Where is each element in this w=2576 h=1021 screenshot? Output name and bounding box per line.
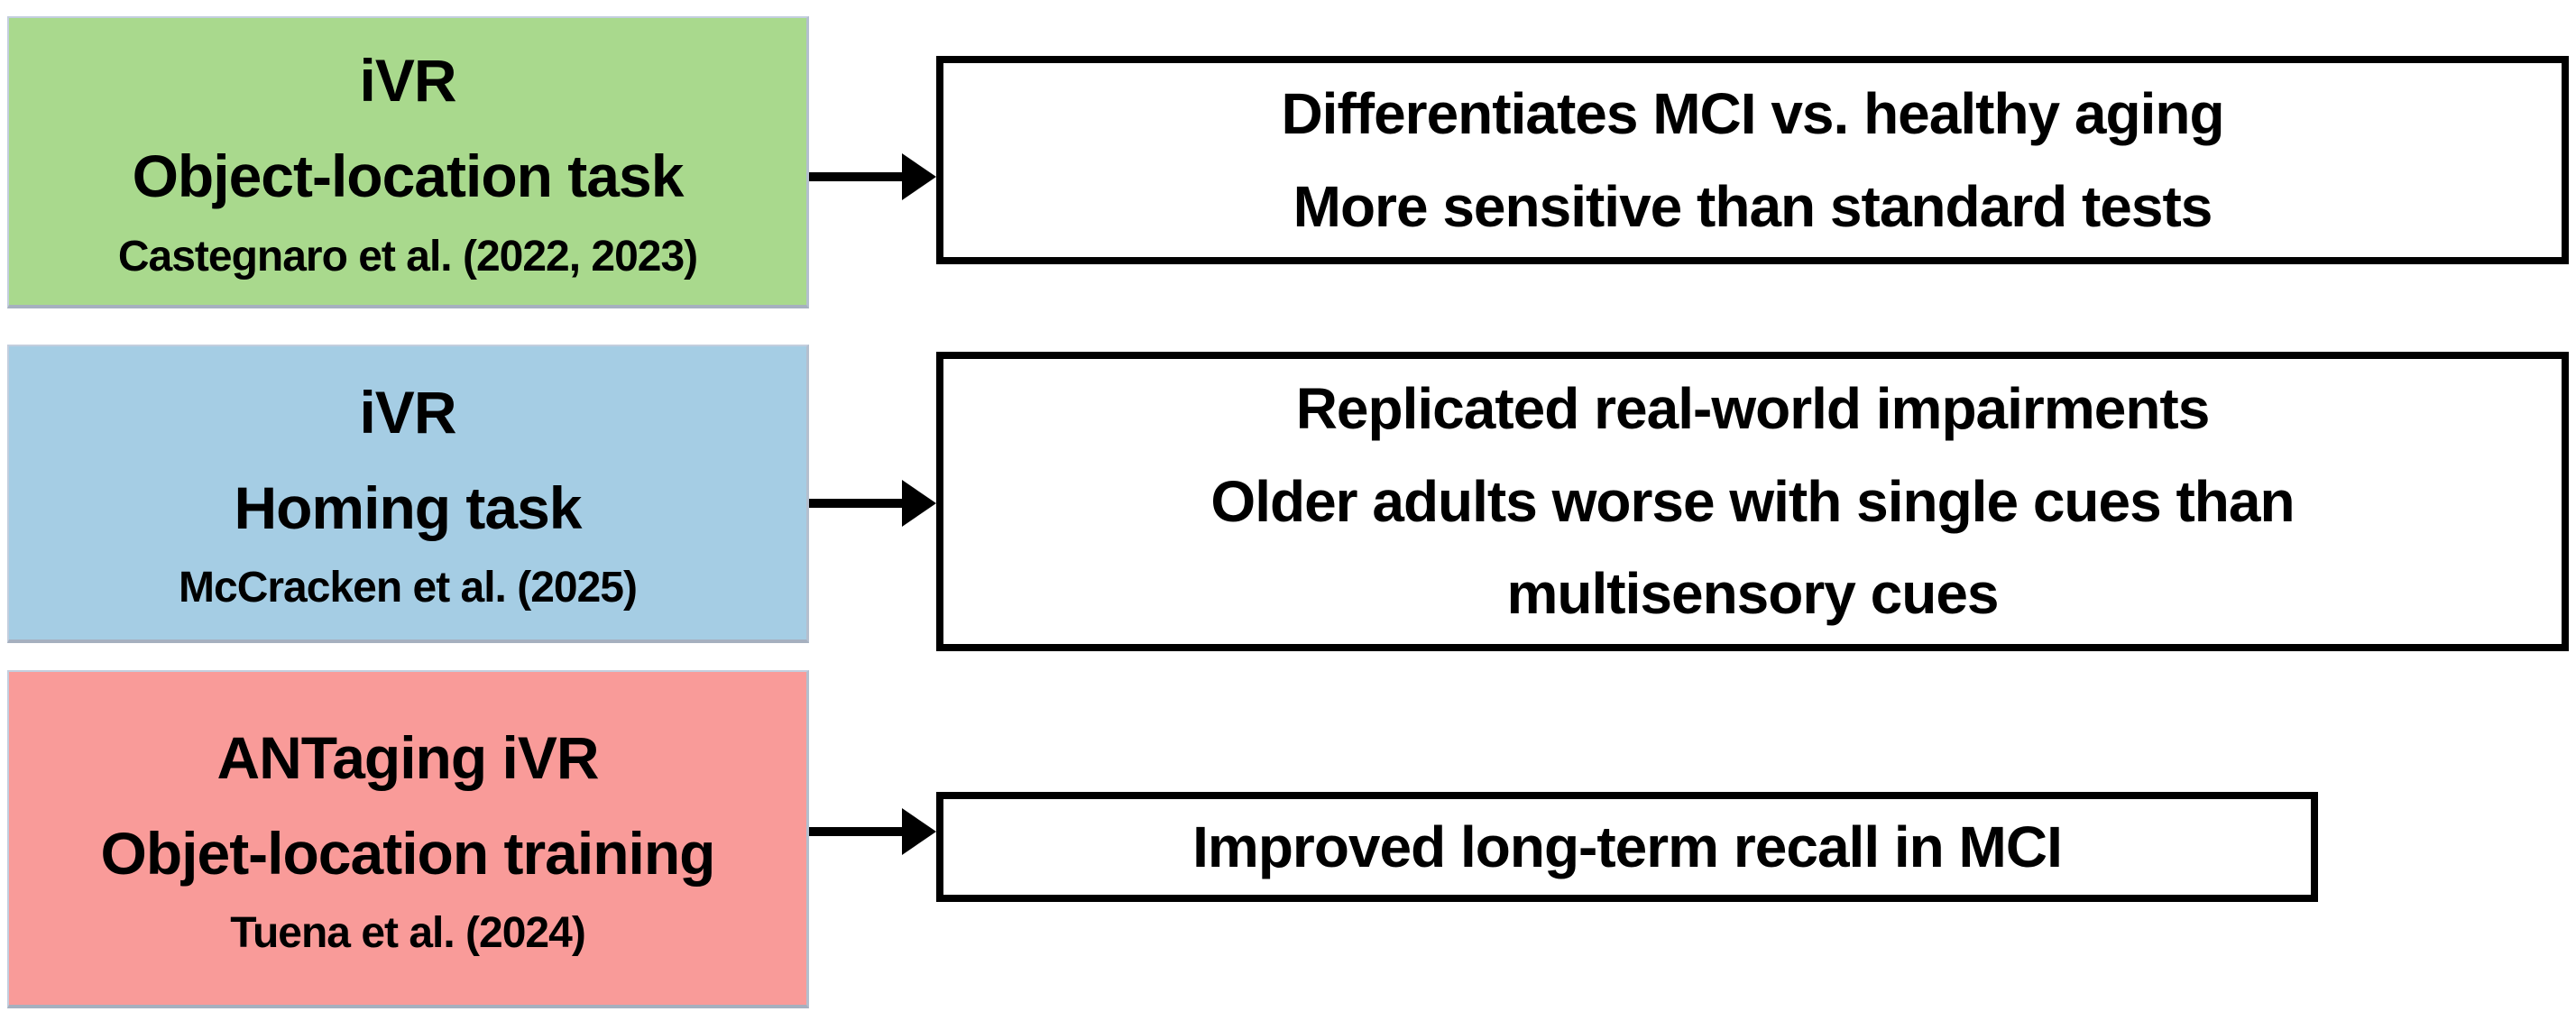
finding-box-object-location-task: Differentiates MCI vs. healthy aging Mor… (936, 56, 2569, 264)
finding-text: Replicated real-world impairments Older … (1210, 376, 2295, 627)
arrow-icon (809, 150, 936, 204)
finding-box-homing-task: Replicated real-world impairments Older … (936, 352, 2569, 651)
finding-text: Differentiates MCI vs. healthy aging Mor… (1281, 81, 2224, 239)
source-citation: McCracken et al. (2025) (179, 564, 638, 612)
arrow-head-icon (902, 480, 936, 527)
source-title: iVR Homing task (234, 378, 582, 541)
arrow-shaft (809, 827, 908, 836)
source-citation: Castegnaro et al. (2022, 2023) (117, 232, 698, 281)
arrow-head-icon (902, 808, 936, 855)
source-citation: Tuena et al. (2024) (230, 909, 586, 958)
arrow-icon (809, 805, 936, 859)
source-box-object-location-task: iVR Object-location task Castegnaro et a… (7, 16, 809, 308)
source-title: iVR Object-location task (132, 47, 685, 209)
source-title: ANTaging iVR Objet-location training (100, 723, 716, 887)
source-box-homing-task: iVR Homing task McCracken et al. (2025) (7, 345, 809, 643)
arrow-head-icon (902, 153, 936, 200)
arrow-icon (809, 476, 936, 530)
arrow-shaft (809, 499, 908, 508)
finding-text: Improved long-term recall in MCI (1192, 814, 2063, 879)
arrow-shaft (809, 172, 908, 181)
source-box-antaging-training: ANTaging iVR Objet-location training Tue… (7, 670, 809, 1008)
finding-box-antaging-training: Improved long-term recall in MCI (936, 792, 2318, 902)
